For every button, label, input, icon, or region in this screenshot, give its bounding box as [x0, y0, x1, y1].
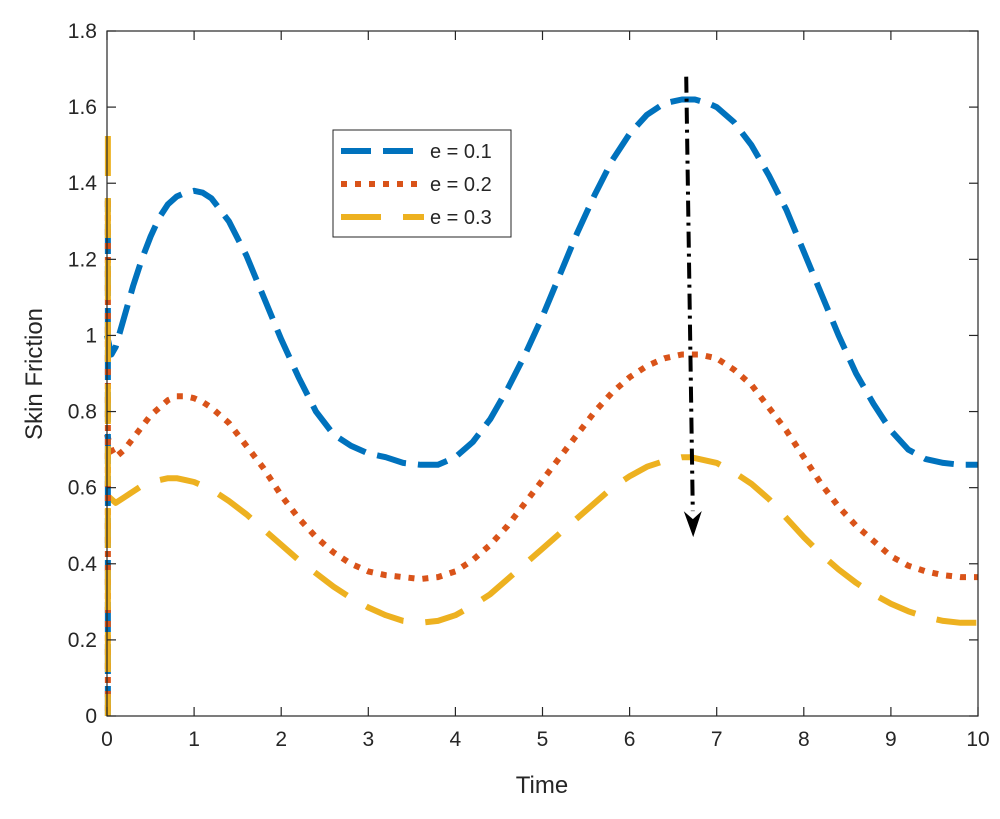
plot-area [107, 31, 978, 716]
x-tick-label: 10 [966, 728, 989, 751]
y-tick-label: 0.6 [68, 477, 97, 500]
legend-label-2: e = 0.2 [430, 174, 492, 196]
y-tick-label: 1.8 [68, 20, 97, 43]
x-tick-label: 8 [798, 728, 810, 751]
legend-label-1: e = 0.1 [430, 141, 492, 163]
series-line-1 [104, 96, 978, 468]
x-tick-label: 1 [188, 728, 200, 751]
x-tick-label: 4 [450, 728, 462, 751]
x-tick-label: 6 [624, 728, 636, 751]
x-tick-label: 2 [275, 728, 287, 751]
annotation-arrow-head-1 [683, 511, 702, 538]
y-tick-label: 1.6 [68, 96, 97, 119]
legend: e = 0.1 e = 0.2 e = 0.3 [332, 129, 512, 238]
series-line-2 [104, 351, 978, 582]
annotation-arrow-shaft-1 [684, 76, 695, 512]
x-tick-label: 9 [885, 728, 897, 751]
y-tick-label: 1.4 [68, 172, 98, 195]
y-tick-label: 1.2 [68, 248, 97, 271]
y-tick-label: 0 [85, 705, 97, 728]
x-axis-label: Time [516, 772, 568, 799]
annotation-layer [683, 76, 702, 538]
y-tick-label: 0.2 [68, 629, 97, 652]
y-axis-label: Skin Friction [21, 308, 48, 440]
y-tick-label: 0.8 [68, 401, 97, 424]
y-tick-label: 0.4 [68, 553, 98, 576]
series-layer [104, 96, 978, 716]
series-line-3 [105, 454, 978, 626]
legend-label-3: e = 0.3 [430, 207, 492, 229]
x-tick-label: 0 [101, 728, 113, 751]
y-tick-label: 1 [85, 324, 97, 347]
x-tick-label: 3 [362, 728, 374, 751]
x-tick-label: 7 [711, 728, 723, 751]
x-tick-label: 5 [537, 728, 549, 751]
tick-layer: 0 1 2 3 4 5 6 7 8 9 10 0 0.2 0.4 0.6 0.8 1 1.2 1.4 1.6 1.8 [68, 20, 990, 751]
